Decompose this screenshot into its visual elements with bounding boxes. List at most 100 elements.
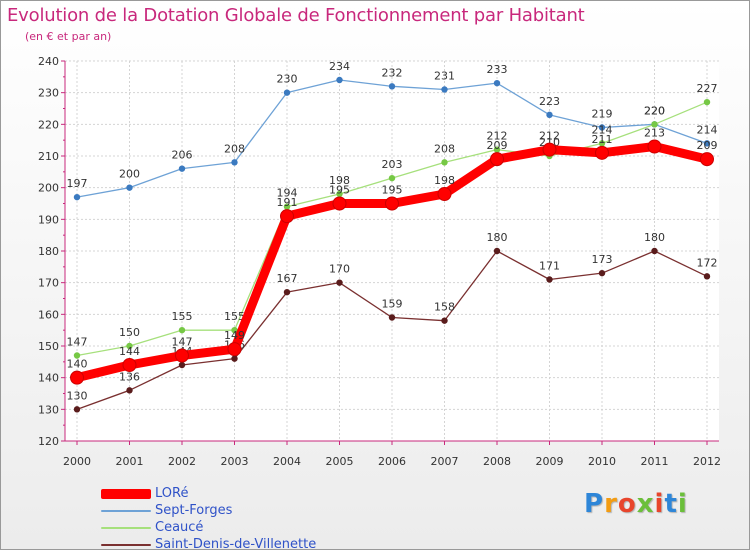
data-point-sept-forges (598, 124, 606, 131)
x-tick-label: 2004 (273, 455, 301, 468)
legend-label-saint-denis: Saint-Denis-de-Villenette (155, 537, 317, 552)
data-point-lore (385, 196, 399, 211)
data-point-lore (175, 348, 189, 363)
logo-letter: t (664, 489, 678, 519)
data-point-sept-forges (336, 76, 343, 84)
x-tick-label: 2003 (221, 455, 249, 468)
data-point-sept-forges (388, 83, 396, 90)
y-tick-label: 200 (38, 182, 59, 195)
data-point-saint-denis-de-villenette (231, 355, 238, 362)
data-label-lore: 209 (487, 139, 508, 152)
data-point-ceauce (231, 326, 238, 334)
legend-label-lore: LORé (155, 486, 189, 501)
data-point-lore (227, 342, 242, 357)
data-label-lore: 191 (277, 196, 298, 209)
data-point-saint-denis-de-villenette (703, 273, 711, 280)
x-tick-label: 2012 (693, 455, 721, 468)
data-point-ceauce (178, 326, 186, 334)
y-tick-label: 240 (38, 55, 59, 68)
legend-label-ceauce: Ceaucé (155, 520, 204, 535)
data-label-sept-forges: 233 (487, 63, 508, 76)
x-tick-label: 2009 (536, 455, 564, 468)
legend-swatch-saint-denis (101, 543, 151, 546)
data-label-sept-forges: 197 (67, 177, 88, 190)
y-tick-label: 120 (38, 435, 59, 448)
data-point-saint-denis-de-villenette (283, 288, 291, 296)
logo-letter: i (654, 489, 665, 519)
data-label-sept-forges: 208 (224, 142, 245, 155)
data-label-lore: 212 (539, 130, 560, 143)
data-point-saint-denis-de-villenette (388, 314, 396, 321)
proxiti-logo[interactable]: Proxiti (584, 489, 688, 519)
data-point-ceauce (598, 140, 606, 147)
legend-item-sept-forges[interactable]: Sept-Forges (101, 502, 316, 519)
legend-swatch-lore (101, 488, 151, 499)
data-label-ceauce: 155 (172, 310, 193, 323)
logo-letter: o (617, 489, 637, 519)
data-point-saint-denis-de-villenette (178, 361, 186, 369)
data-point-saint-denis-de-villenette (336, 279, 343, 286)
legend-item-ceauce[interactable]: Ceaucé (101, 519, 316, 536)
logo-letter: P (584, 489, 605, 519)
data-label-saint-denis-de-villenette: 171 (539, 260, 560, 273)
data-point-ceauce (388, 174, 396, 182)
legend-label-sept-forges: Sept-Forges (155, 503, 233, 518)
y-tick-label: 170 (38, 277, 59, 290)
legend-swatch-ceauce (101, 526, 151, 529)
data-label-sept-forges: 220 (644, 104, 665, 117)
data-label-lore: 195 (382, 184, 403, 197)
data-point-sept-forges (441, 86, 448, 93)
data-point-ceauce (336, 190, 343, 198)
y-tick-label: 150 (38, 340, 59, 353)
data-point-ceauce (441, 159, 448, 166)
data-point-sept-forges (546, 111, 553, 119)
data-point-saint-denis-de-villenette (598, 269, 606, 277)
x-tick-label: 2005 (326, 455, 354, 468)
data-point-sept-forges (703, 140, 711, 147)
data-label-saint-denis-de-villenette: 170 (329, 263, 350, 276)
data-label-sept-forges: 219 (592, 108, 613, 121)
data-label-ceauce: 227 (697, 82, 718, 95)
data-point-saint-denis-de-villenette (546, 276, 553, 283)
legend-swatch-sept-forges (101, 509, 151, 512)
data-label-sept-forges: 231 (434, 70, 455, 83)
x-tick-label: 2011 (641, 455, 669, 468)
data-label-saint-denis-de-villenette: 180 (644, 231, 665, 244)
x-tick-label: 2006 (378, 455, 406, 468)
data-point-ceauce (651, 121, 658, 128)
data-point-lore (437, 187, 452, 201)
data-label-lore: 147 (172, 336, 193, 349)
x-tick-label: 2002 (168, 455, 196, 468)
data-label-ceauce: 212 (487, 130, 508, 143)
data-point-ceauce (126, 342, 133, 350)
data-label-sept-forges: 223 (539, 95, 560, 108)
data-label-lore: 213 (644, 127, 665, 140)
data-point-saint-denis-de-villenette (493, 247, 501, 255)
data-point-ceauce (703, 98, 711, 106)
data-point-lore (542, 142, 557, 157)
data-label-sept-forges: 206 (172, 149, 193, 162)
data-point-ceauce (493, 146, 501, 153)
y-tick-label: 220 (38, 118, 59, 131)
y-tick-label: 210 (38, 150, 59, 163)
data-label-lore: 211 (592, 133, 613, 146)
data-label-ceauce: 208 (434, 142, 455, 155)
legend-item-lore[interactable]: LORé (101, 485, 316, 502)
chart-legend: LORé Sept-Forges Ceaucé Saint-Denis-de-V… (101, 485, 316, 553)
y-tick-label: 180 (38, 245, 59, 258)
data-point-sept-forges (73, 193, 81, 201)
data-point-sept-forges (493, 79, 501, 87)
data-label-sept-forges: 200 (119, 168, 140, 181)
data-point-saint-denis-de-villenette (126, 387, 133, 394)
data-label-ceauce: 203 (382, 158, 403, 171)
data-label-sept-forges: 214 (697, 123, 718, 136)
y-tick-label: 230 (38, 87, 59, 100)
legend-item-saint-denis[interactable]: Saint-Denis-de-Villenette (101, 536, 316, 553)
data-label-sept-forges: 232 (382, 66, 403, 79)
data-point-sept-forges (178, 165, 186, 172)
data-point-lore (70, 370, 84, 385)
x-tick-label: 2008 (483, 455, 511, 468)
